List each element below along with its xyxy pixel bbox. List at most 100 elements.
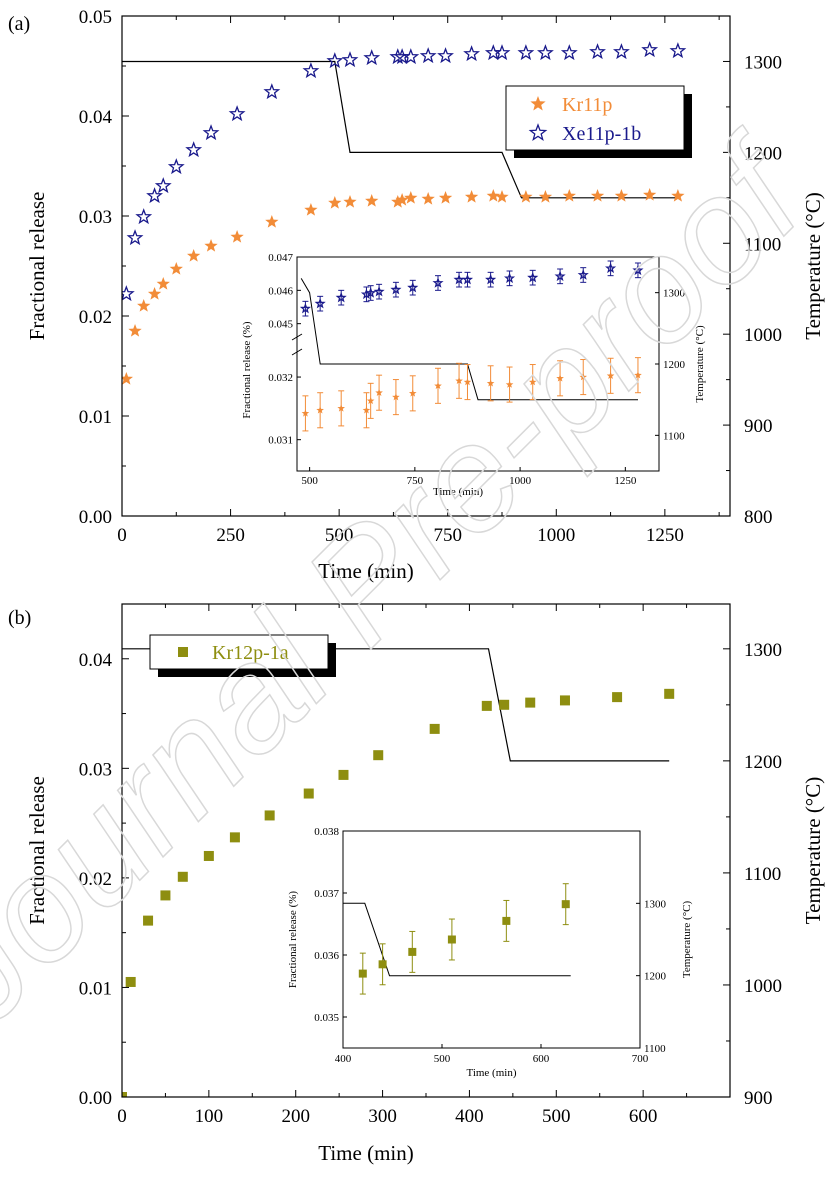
y2-tick-label: 800	[744, 507, 773, 528]
inset-y2-tick-label: 1200	[663, 359, 686, 371]
data-point	[664, 688, 675, 699]
inset-x-tick-label: 1000	[509, 475, 532, 487]
panel-a: 0 250 500 750 1000 1250 0.00 0.01 0.02 0.03 0.04 0.…	[8, 7, 825, 583]
axis-break-mark	[291, 348, 303, 356]
data-point	[341, 51, 359, 68]
data-point	[504, 272, 516, 284]
y2-tick-label: 1300	[744, 640, 782, 661]
inset-y-tick-label: 0.047	[268, 252, 293, 264]
data-point	[447, 935, 456, 944]
inset-y-tick-label: 0.038	[314, 826, 339, 838]
panel-b: 0 100 200 300 400 500 600 0.00 0.01 0.02 0.03 0.04 9…	[8, 603, 825, 1165]
y2-tick-label: 1100	[744, 864, 781, 885]
data-point	[606, 371, 615, 380]
inset-series-xe11p-1b	[299, 260, 644, 317]
data-point	[632, 264, 644, 276]
y2-tick-label: 1200	[744, 752, 782, 773]
data-point	[577, 269, 589, 280]
y2-axis-label: Temperature (°C)	[801, 192, 825, 339]
x-tick-label: 400	[455, 1106, 484, 1127]
data-point	[362, 406, 371, 414]
y2-axis-label: Temperature (°C)	[801, 777, 825, 924]
panel-label: (a)	[8, 13, 30, 35]
data-point	[264, 810, 275, 821]
data-point	[461, 273, 474, 285]
data-point	[229, 832, 240, 843]
data-point	[634, 371, 642, 379]
data-point	[375, 388, 383, 396]
data-point	[391, 195, 405, 208]
data-point	[230, 230, 244, 243]
data-point	[299, 302, 311, 314]
legend-marker-kr12p-1a	[178, 647, 188, 657]
data-point	[316, 406, 324, 414]
data-point	[502, 916, 511, 925]
data-point	[499, 699, 510, 710]
data-point	[147, 287, 162, 300]
data-point	[519, 190, 533, 203]
data-point	[389, 48, 407, 65]
data-point	[579, 373, 588, 381]
data-point	[669, 42, 687, 59]
data-point	[137, 299, 151, 312]
series-kr11p	[122, 188, 685, 385]
axis-break-mark	[291, 333, 303, 341]
data-point	[438, 191, 453, 204]
inset-y-axis-label: Fractional release (%)	[241, 321, 253, 418]
data-point	[671, 189, 685, 202]
inset-y-tick-label: 0.036	[314, 950, 339, 962]
data-point	[122, 1092, 127, 1097]
data-point	[204, 239, 218, 252]
series-xe11p-1b	[122, 41, 687, 302]
data-point	[407, 281, 419, 293]
inset-frame	[296, 256, 660, 472]
data-point	[126, 229, 144, 246]
x-tick-label: 100	[195, 1106, 224, 1127]
data-point	[517, 44, 535, 61]
data-point	[160, 890, 171, 901]
data-point	[408, 389, 417, 397]
x-tick-label: 200	[281, 1106, 310, 1127]
inset-series-kr11p	[301, 357, 642, 432]
legend-marker-xe11p-1b	[528, 123, 548, 141]
y2-tick-label: 1000	[744, 976, 782, 997]
legend: Kr11p Xe11p-1b	[505, 85, 692, 158]
inset-y-tick-label: 0.045	[268, 319, 293, 331]
data-point	[538, 190, 553, 203]
data-point	[363, 49, 381, 66]
data-point	[614, 189, 629, 202]
data-point	[525, 697, 536, 708]
data-point	[373, 285, 385, 297]
data-point	[481, 700, 492, 711]
data-point	[154, 177, 172, 194]
inset-y2-axis-label: Temperature (°C)	[694, 325, 706, 403]
data-point	[365, 287, 377, 298]
y2-tick-label: 900	[744, 1088, 773, 1109]
y-tick-label: 0.04	[79, 650, 113, 671]
inset-y-tick-label: 0.046	[268, 285, 293, 297]
x-tick-label: 1000	[537, 525, 575, 546]
y-axis-label: Fractional release	[25, 776, 49, 925]
x-axis-label: Time (min)	[318, 1141, 413, 1165]
y2-tick-label: 1300	[744, 52, 782, 73]
legend-box	[505, 85, 685, 151]
data-point	[559, 695, 570, 706]
inset-temperature-line	[343, 902, 571, 977]
inset-x-tick-label: 500	[301, 475, 318, 487]
data-point	[486, 379, 495, 387]
inset-y2-tick-label: 1300	[644, 898, 667, 910]
data-point	[463, 45, 481, 62]
data-point	[453, 273, 465, 285]
inset-y-tick-label: 0.031	[268, 435, 293, 447]
legend: Kr12p-1a	[149, 634, 336, 677]
inset-y2-tick-label: 1100	[663, 430, 685, 442]
inset-x-tick-label: 700	[632, 1053, 649, 1065]
data-point	[366, 396, 375, 405]
y-tick-label: 0.02	[79, 869, 112, 890]
data-point	[314, 297, 326, 309]
data-point	[304, 203, 318, 216]
data-point	[643, 188, 657, 201]
x-tick-label: 750	[433, 525, 462, 546]
data-point	[125, 976, 136, 987]
